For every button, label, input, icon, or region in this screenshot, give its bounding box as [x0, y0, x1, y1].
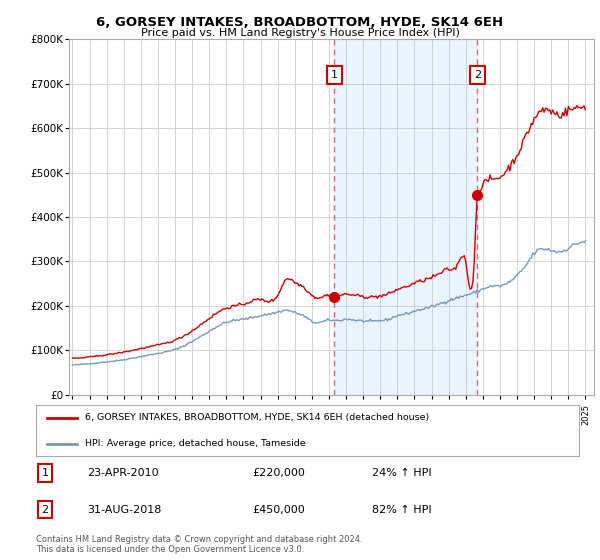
- Text: 82% ↑ HPI: 82% ↑ HPI: [372, 505, 431, 515]
- Text: 6, GORSEY INTAKES, BROADBOTTOM, HYDE, SK14 6EH: 6, GORSEY INTAKES, BROADBOTTOM, HYDE, SK…: [97, 16, 503, 29]
- Text: 6, GORSEY INTAKES, BROADBOTTOM, HYDE, SK14 6EH (detached house): 6, GORSEY INTAKES, BROADBOTTOM, HYDE, SK…: [85, 413, 429, 422]
- Text: HPI: Average price, detached house, Tameside: HPI: Average price, detached house, Tame…: [85, 439, 305, 448]
- Text: 31-AUG-2018: 31-AUG-2018: [87, 505, 161, 515]
- Text: 24% ↑ HPI: 24% ↑ HPI: [372, 468, 431, 478]
- Text: 2: 2: [473, 70, 481, 80]
- Text: Price paid vs. HM Land Registry's House Price Index (HPI): Price paid vs. HM Land Registry's House …: [140, 28, 460, 38]
- Text: Contains HM Land Registry data © Crown copyright and database right 2024.
This d: Contains HM Land Registry data © Crown c…: [36, 535, 362, 554]
- Text: £220,000: £220,000: [252, 468, 305, 478]
- Bar: [334, 39, 477, 395]
- Text: 2: 2: [41, 505, 49, 515]
- Text: 1: 1: [41, 468, 49, 478]
- Text: 1: 1: [331, 70, 338, 80]
- Text: 23-APR-2010: 23-APR-2010: [87, 468, 158, 478]
- Text: £450,000: £450,000: [252, 505, 305, 515]
